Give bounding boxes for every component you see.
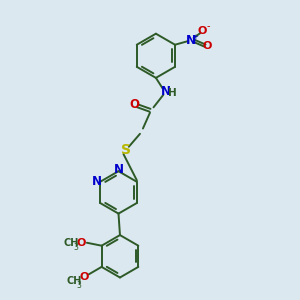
Text: -: - — [206, 22, 210, 32]
Text: N: N — [186, 34, 196, 47]
Text: O: O — [203, 41, 212, 51]
Text: O: O — [79, 272, 88, 282]
Text: N: N — [161, 85, 171, 98]
Text: O: O — [198, 26, 207, 36]
Text: CH: CH — [64, 238, 79, 248]
Text: +: + — [193, 34, 199, 40]
Text: O: O — [130, 98, 140, 111]
Text: H: H — [168, 88, 177, 98]
Text: O: O — [76, 238, 86, 248]
Text: CH: CH — [67, 276, 82, 286]
Text: 3: 3 — [73, 243, 78, 252]
Text: N: N — [92, 175, 102, 188]
Text: S: S — [121, 143, 131, 157]
Text: 3: 3 — [76, 281, 81, 290]
Text: N: N — [113, 163, 124, 176]
